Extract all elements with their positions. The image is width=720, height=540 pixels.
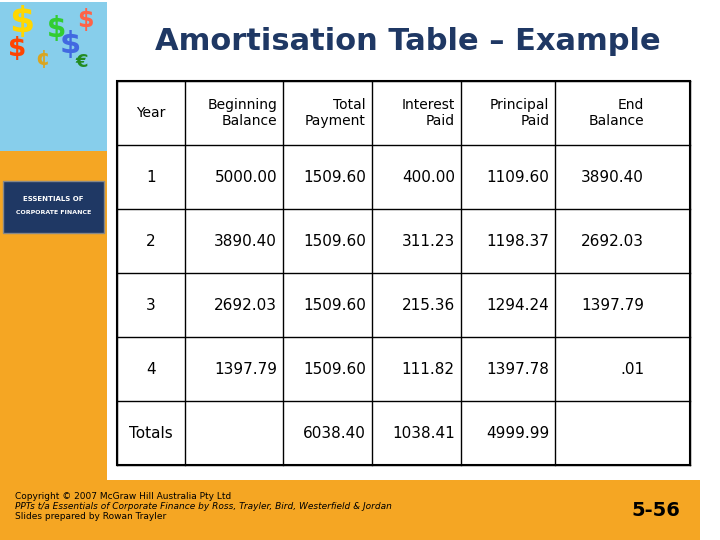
Text: Interest
Paid: Interest Paid — [402, 98, 455, 129]
Text: $: $ — [77, 8, 94, 31]
Text: CORPORATE FINANCE: CORPORATE FINANCE — [16, 211, 91, 215]
Text: Total
Payment: Total Payment — [305, 98, 366, 129]
Text: €: € — [76, 53, 88, 71]
Text: 1509.60: 1509.60 — [303, 170, 366, 185]
Text: 2692.03: 2692.03 — [214, 298, 277, 313]
Text: Principal
Paid: Principal Paid — [490, 98, 549, 129]
Text: $: $ — [9, 37, 27, 63]
Text: Slides prepared by Rowan Trayler: Slides prepared by Rowan Trayler — [14, 512, 166, 521]
Text: End
Balance: End Balance — [588, 98, 644, 129]
Text: 5-56: 5-56 — [631, 501, 680, 519]
Text: Amortisation Table – Example: Amortisation Table – Example — [156, 27, 661, 56]
Text: ESSENTIALS OF: ESSENTIALS OF — [23, 196, 84, 202]
Text: Beginning
Balance: Beginning Balance — [207, 98, 277, 129]
Text: 1038.41: 1038.41 — [392, 426, 455, 441]
Text: .01: .01 — [620, 362, 644, 377]
Text: Copyright © 2007 McGraw Hill Australia Pty Ltd: Copyright © 2007 McGraw Hill Australia P… — [14, 492, 231, 501]
Text: $: $ — [9, 4, 34, 38]
Text: $: $ — [59, 30, 81, 59]
Text: 1397.79: 1397.79 — [581, 298, 644, 313]
Text: Year: Year — [136, 106, 166, 120]
Text: $: $ — [47, 15, 66, 43]
Text: 400.00: 400.00 — [402, 170, 455, 185]
Text: 4999.99: 4999.99 — [486, 426, 549, 441]
Text: 215.36: 215.36 — [402, 298, 455, 313]
Text: 1294.24: 1294.24 — [487, 298, 549, 313]
Text: 4: 4 — [146, 362, 156, 377]
Text: 1: 1 — [146, 170, 156, 185]
FancyBboxPatch shape — [0, 151, 107, 480]
Text: 5000.00: 5000.00 — [215, 170, 277, 185]
Text: 3: 3 — [146, 298, 156, 313]
Text: 3890.40: 3890.40 — [214, 234, 277, 249]
FancyBboxPatch shape — [3, 181, 104, 233]
Text: 1397.79: 1397.79 — [214, 362, 277, 377]
Text: 3890.40: 3890.40 — [581, 170, 644, 185]
FancyBboxPatch shape — [0, 480, 700, 540]
Text: 1509.60: 1509.60 — [303, 234, 366, 249]
Text: ¢: ¢ — [35, 50, 50, 70]
Text: PPTs t/a Essentials of Corporate Finance by Ross, Trayler, Bird, Westerfield & J: PPTs t/a Essentials of Corporate Finance… — [14, 502, 392, 511]
Text: 1509.60: 1509.60 — [303, 362, 366, 377]
Text: 111.82: 111.82 — [402, 362, 455, 377]
Text: 1397.78: 1397.78 — [487, 362, 549, 377]
Text: 1509.60: 1509.60 — [303, 298, 366, 313]
FancyBboxPatch shape — [117, 82, 690, 465]
Text: 2692.03: 2692.03 — [581, 234, 644, 249]
FancyBboxPatch shape — [0, 2, 107, 151]
Text: 1109.60: 1109.60 — [487, 170, 549, 185]
Text: 6038.40: 6038.40 — [303, 426, 366, 441]
Text: 2: 2 — [146, 234, 156, 249]
Text: 1198.37: 1198.37 — [487, 234, 549, 249]
Text: Totals: Totals — [129, 426, 173, 441]
Text: 311.23: 311.23 — [402, 234, 455, 249]
